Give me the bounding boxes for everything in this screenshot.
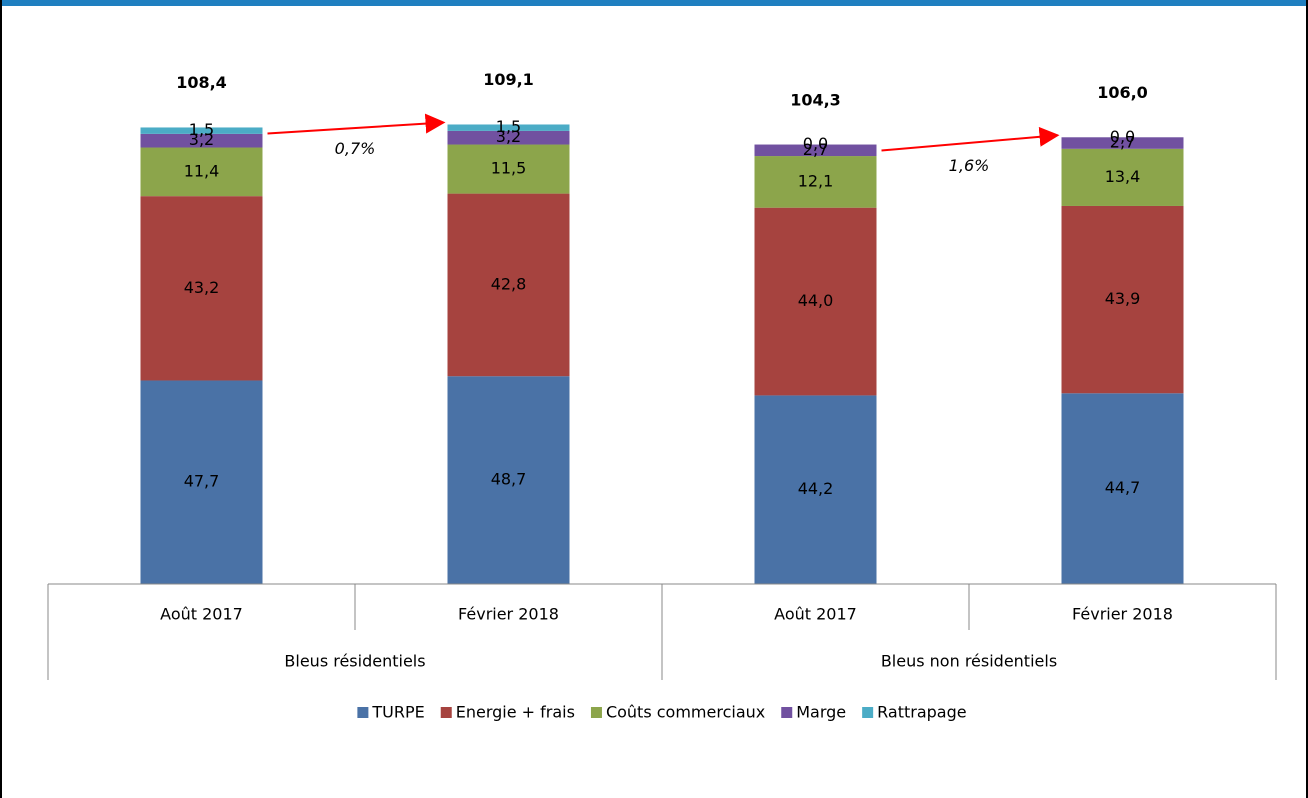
value-label: 43,2 bbox=[184, 278, 220, 297]
value-label: 2,7 bbox=[803, 140, 828, 159]
bar-segment bbox=[447, 124, 570, 131]
bar-segment bbox=[754, 395, 877, 584]
value-label: 0,0 bbox=[803, 134, 828, 153]
change-annotation: 0,7% bbox=[335, 139, 376, 158]
value-label: 11,5 bbox=[491, 159, 527, 178]
value-label: 42,8 bbox=[491, 274, 527, 293]
bar-segment bbox=[140, 133, 263, 148]
value-label: 48,7 bbox=[491, 470, 527, 489]
legend-label: Rattrapage bbox=[877, 703, 966, 722]
bar-segment bbox=[1061, 137, 1184, 149]
group-label: Bleus résidentiels bbox=[284, 652, 425, 671]
value-label: 44,0 bbox=[798, 291, 834, 310]
value-label: 3,2 bbox=[189, 130, 214, 149]
bar-segment bbox=[1061, 393, 1184, 584]
category-label: Août 2017 bbox=[774, 605, 857, 624]
legend-label: Energie + frais bbox=[456, 703, 575, 722]
legend-label: Coûts commerciaux bbox=[606, 703, 765, 722]
bar-segment bbox=[140, 380, 263, 584]
total-label: 106,0 bbox=[1097, 83, 1148, 102]
value-label: 2,7 bbox=[1110, 133, 1135, 152]
category-label: Février 2018 bbox=[1072, 605, 1173, 624]
value-label: 11,4 bbox=[184, 161, 220, 180]
value-label: 1,5 bbox=[496, 117, 521, 136]
bar-segment bbox=[1061, 205, 1184, 394]
value-label: 3,2 bbox=[496, 127, 521, 146]
legend-swatch bbox=[781, 707, 793, 718]
value-label: 12,1 bbox=[798, 171, 834, 190]
total-label: 109,1 bbox=[483, 70, 534, 89]
bar-segment bbox=[447, 144, 570, 194]
legend-label: Marge bbox=[796, 703, 846, 722]
bar-segment bbox=[1061, 148, 1184, 206]
bar-segment bbox=[140, 147, 263, 197]
value-label: 44,7 bbox=[1105, 478, 1141, 497]
legend-swatch bbox=[440, 707, 452, 718]
legend-swatch bbox=[590, 707, 602, 718]
bar-segment bbox=[754, 207, 877, 396]
bar-segment bbox=[447, 130, 570, 145]
bar-segment bbox=[447, 193, 570, 377]
value-label: 47,7 bbox=[184, 472, 220, 491]
legend-swatch bbox=[862, 707, 874, 718]
bar-segment bbox=[140, 196, 263, 381]
bar-segment bbox=[754, 156, 877, 208]
total-label: 104,3 bbox=[790, 90, 841, 109]
change-arrow bbox=[881, 126, 1060, 152]
category-label: Août 2017 bbox=[160, 605, 243, 624]
total-label: 108,4 bbox=[176, 73, 227, 92]
legend-label: TURPE bbox=[371, 703, 424, 722]
bar-segment bbox=[140, 127, 263, 134]
value-label: 13,4 bbox=[1105, 167, 1141, 186]
change-arrow bbox=[267, 113, 446, 135]
category-label: Février 2018 bbox=[458, 605, 559, 624]
bar-segment bbox=[754, 144, 877, 157]
group-label: Bleus non résidentiels bbox=[881, 652, 1057, 671]
change-annotation: 1,6% bbox=[949, 156, 990, 175]
top-bar bbox=[0, 0, 1308, 6]
value-label: 1,5 bbox=[189, 120, 214, 139]
bar-segment bbox=[447, 376, 570, 584]
value-label: 43,9 bbox=[1105, 289, 1141, 308]
legend-swatch bbox=[357, 707, 369, 718]
value-label: 44,2 bbox=[798, 479, 834, 498]
value-label: 0,0 bbox=[1110, 127, 1135, 146]
